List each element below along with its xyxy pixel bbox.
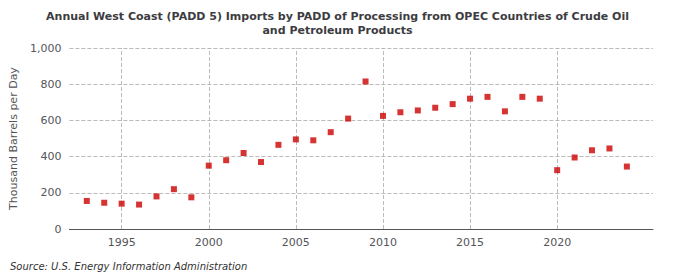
svg-text:2005: 2005: [282, 236, 310, 249]
svg-text:1,000: 1,000: [30, 42, 62, 55]
svg-text:2020: 2020: [543, 236, 571, 249]
svg-text:1995: 1995: [108, 236, 136, 249]
svg-text:2000: 2000: [195, 236, 223, 249]
svg-text:2010: 2010: [369, 236, 397, 249]
svg-text:Annual West Coast (PADD 5) Imp: Annual West Coast (PADD 5) Imports by PA…: [46, 10, 629, 23]
svg-text:600: 600: [40, 114, 61, 127]
svg-text:400: 400: [40, 150, 61, 163]
svg-text:0: 0: [54, 223, 61, 236]
svg-text:Source: U.S. Energy Informatio: Source: U.S. Energy Information Administ…: [10, 261, 247, 272]
svg-text:and Petroleum Products: and Petroleum Products: [262, 24, 413, 37]
svg-text:2015: 2015: [456, 236, 484, 249]
svg-text:Thousand Barrels per Day: Thousand Barrels per Day: [7, 67, 20, 211]
svg-text:800: 800: [40, 78, 61, 91]
svg-text:200: 200: [40, 186, 61, 199]
